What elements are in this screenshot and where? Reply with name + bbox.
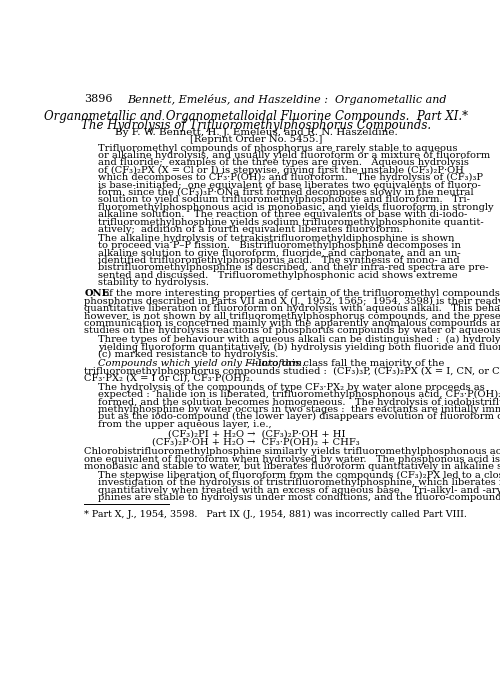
Text: quantitatively when treated with an excess of aqueous base.   Tri-alkyl- and -ar: quantitatively when treated with an exce…	[98, 486, 500, 495]
Text: identified trifluoromethylphosphorus acid.   The synthesis of mono- and: identified trifluoromethylphosphorus aci…	[98, 256, 460, 265]
Text: The stepwise liberation of fluoroform from the compounds (CF₃)₂PX led to a close: The stepwise liberation of fluoroform fr…	[98, 471, 500, 480]
Text: Compounds which yield only Fluoroform.: Compounds which yield only Fluoroform.	[98, 359, 306, 368]
Text: solution to yield sodium trifluoromethylphosphonite and fluoroform.   Tri-: solution to yield sodium trifluoromethyl…	[98, 196, 470, 205]
Text: Trifluoromethyl compounds of phosphorus are rarely stable to aqueous: Trifluoromethyl compounds of phosphorus …	[98, 143, 458, 152]
Text: one equivalent of fluoroform when hydrolysed by water.   The phosphonous acid is: one equivalent of fluoroform when hydrol…	[84, 454, 500, 464]
Text: methylphosphine by water occurs in two stages :  the reactants are initially imm: methylphosphine by water occurs in two s…	[98, 405, 500, 414]
Text: form, since the (CF₃)₃P·ONa first formed decomposes slowly in the neutral: form, since the (CF₃)₃P·ONa first formed…	[98, 188, 474, 197]
Text: yielding fluoroform quantitatively, (b) hydrolysis yielding both fluoride and fl: yielding fluoroform quantitatively, (b) …	[98, 342, 500, 351]
Text: —Into this class fall the majority of the: —Into this class fall the majority of th…	[248, 359, 444, 368]
Text: alkaline solution to give fluoroform, fluoride, and carbonate, and an un-: alkaline solution to give fluoroform, fl…	[98, 248, 461, 258]
Text: Organometallic and Organometalloidal Fluorine Compounds.  Part XI.*: Organometallic and Organometalloidal Flu…	[44, 110, 468, 122]
Text: sented and discussed.   Trifluoromethylphosphonic acid shows extreme: sented and discussed. Trifluoromethylpho…	[98, 271, 458, 280]
Text: CF₃·PX₂ (X = I or Cl), CF₃·P(OH)₂.: CF₃·PX₂ (X = I or Cl), CF₃·P(OH)₂.	[84, 374, 253, 383]
Text: studies on the hydrolysis reactions of phosphorus compounds by water or aqueous : studies on the hydrolysis reactions of p…	[84, 326, 500, 335]
Text: communication is concerned mainly with the apparently anomalous compounds and wi: communication is concerned mainly with t…	[84, 319, 500, 328]
Text: of (CF₃)₂PX (X = Cl or I) is stepwise, giving first the unstable (CF₃)₂P·OH: of (CF₃)₂PX (X = Cl or I) is stepwise, g…	[98, 166, 464, 175]
Text: phosphorus described in Parts VII and X (J., 1952, 1565;  1954, 3598) is their r: phosphorus described in Parts VII and X …	[84, 296, 500, 306]
Text: The hydrolysis of the compounds of type CF₃·PX₂ by water alone proceeds as: The hydrolysis of the compounds of type …	[98, 383, 485, 392]
Text: atively;  addition of a fourth equivalent liberates fluoroform.: atively; addition of a fourth equivalent…	[98, 225, 403, 234]
Text: from the upper aqueous layer, i.e.,: from the upper aqueous layer, i.e.,	[98, 420, 272, 429]
Text: stability to hydrolysis.: stability to hydrolysis.	[98, 278, 209, 287]
Text: ONE: ONE	[84, 290, 110, 299]
Text: formed, and the solution becomes homogeneous.   The hydrolysis of iodobistrifluo: formed, and the solution becomes homogen…	[98, 397, 500, 406]
Text: investigation of the hydrolysis of tristrifluoromethylphosphine, which liberates: investigation of the hydrolysis of trist…	[98, 478, 500, 487]
Text: Three types of behaviour with aqueous alkali can be distinguished :  (a) hydroly: Three types of behaviour with aqueous al…	[98, 335, 500, 345]
Text: Chlorobistrifluoromethylphosphine similarly yields trifluoromethylphosphonous ac: Chlorobistrifluoromethylphosphine simila…	[84, 448, 500, 457]
Text: quantitative liberation of fluoroform on hydrolysis with aqueous alkali.   This : quantitative liberation of fluoroform on…	[84, 304, 500, 313]
Text: phines are stable to hydrolysis under most conditions, and the fluoro-compound r: phines are stable to hydrolysis under mo…	[98, 493, 500, 502]
Text: however, is not shown by all trifluoromethylphosphorus compounds, and the presen: however, is not shown by all trifluorome…	[84, 312, 500, 321]
Text: or alkaline hydrolysis, and usually yield fluoroform or a mixture of fluoroform: or alkaline hydrolysis, and usually yiel…	[98, 151, 490, 160]
Text: and fluoride;  examples of the three types are given.   Aqueous hydrolysis: and fluoride; examples of the three type…	[98, 159, 469, 167]
Text: (CF₃)₂PI + H₂O →  (CF₃)₂P·OH + HI: (CF₃)₂PI + H₂O → (CF₃)₂P·OH + HI	[168, 429, 345, 438]
Text: alkaline solution.   The reaction of three equivalents of base with di-iodo-: alkaline solution. The reaction of three…	[98, 210, 468, 219]
Text: of the more interesting properties of certain of the trifluoromethyl compounds o: of the more interesting properties of ce…	[100, 290, 500, 299]
Text: is base-initiated;  one equivalent of base liberates two equivalents of fluoro-: is base-initiated; one equivalent of bas…	[98, 180, 481, 189]
Text: The alkaline hydrolysis of tetrakistrifluoromethyldiphosphine is shown: The alkaline hydrolysis of tetrakistrifl…	[98, 234, 455, 243]
Text: Bennett, Emeléus, and Haszeldine :  Organometallic and: Bennett, Emeléus, and Haszeldine : Organ…	[127, 94, 446, 105]
Text: * Part X, J., 1954, 3598.   Part IX (J., 1954, 881) was incorrectly called Part : * Part X, J., 1954, 3598. Part IX (J., 1…	[84, 509, 467, 519]
Text: The Hydrolysis of Trifluoromethylphosphorus Compounds.: The Hydrolysis of Trifluoromethylphospho…	[81, 119, 432, 132]
Text: but as the iodo-compound (the lower layer) disappears evolution of fluoroform oc: but as the iodo-compound (the lower laye…	[98, 412, 500, 422]
Text: which decomposes to CF₃·P(OH)₂ and fluoroform.   The hydrolysis of (CF₃)₃P: which decomposes to CF₃·P(OH)₂ and fluor…	[98, 173, 483, 182]
Text: trifluoromethylphosphine yields sodium trifluoromethylphosphonite quantit-: trifluoromethylphosphine yields sodium t…	[98, 218, 484, 226]
Text: 3896: 3896	[84, 94, 112, 104]
Text: trifluoromethylphosphorus compounds studied :  (CF₃)₃P, (CF₃)₂PX (X = I, CN, or : trifluoromethylphosphorus compounds stud…	[84, 366, 500, 376]
Text: (CF₃)₂P·OH + H₂O →  CF₃·P(OH)₂ + CHF₃: (CF₃)₂P·OH + H₂O → CF₃·P(OH)₂ + CHF₃	[152, 438, 360, 447]
Text: By F. W. Bennett, H. J. Emeléus, and R. N. Haszeldine.: By F. W. Bennett, H. J. Emeléus, and R. …	[115, 127, 398, 137]
Text: bistrifluoromethylphosphine is described, and their infra-red spectra are pre-: bistrifluoromethylphosphine is described…	[98, 263, 489, 272]
Text: expected :  halide ion is liberated, trifluoromethylphosphonous acid, CF₃·P(OH)₂: expected : halide ion is liberated, trif…	[98, 390, 500, 400]
Text: fluoromethylphosphonous acid is monobasic, and yields fluoroform in strongly: fluoromethylphosphonous acid is monobasi…	[98, 203, 494, 212]
Text: to proceed via P–P fission.   Bistrifluoromethylphosphine decomposes in: to proceed via P–P fission. Bistrifluoro…	[98, 242, 461, 251]
Text: [Reprint Order No. 5455.]: [Reprint Order No. 5455.]	[190, 135, 322, 144]
Text: (c) marked resistance to hydrolysis.: (c) marked resistance to hydrolysis.	[98, 350, 278, 359]
Text: monobasic and stable to water, but liberates fluoroform quantitatively in alkali: monobasic and stable to water, but liber…	[84, 462, 500, 471]
